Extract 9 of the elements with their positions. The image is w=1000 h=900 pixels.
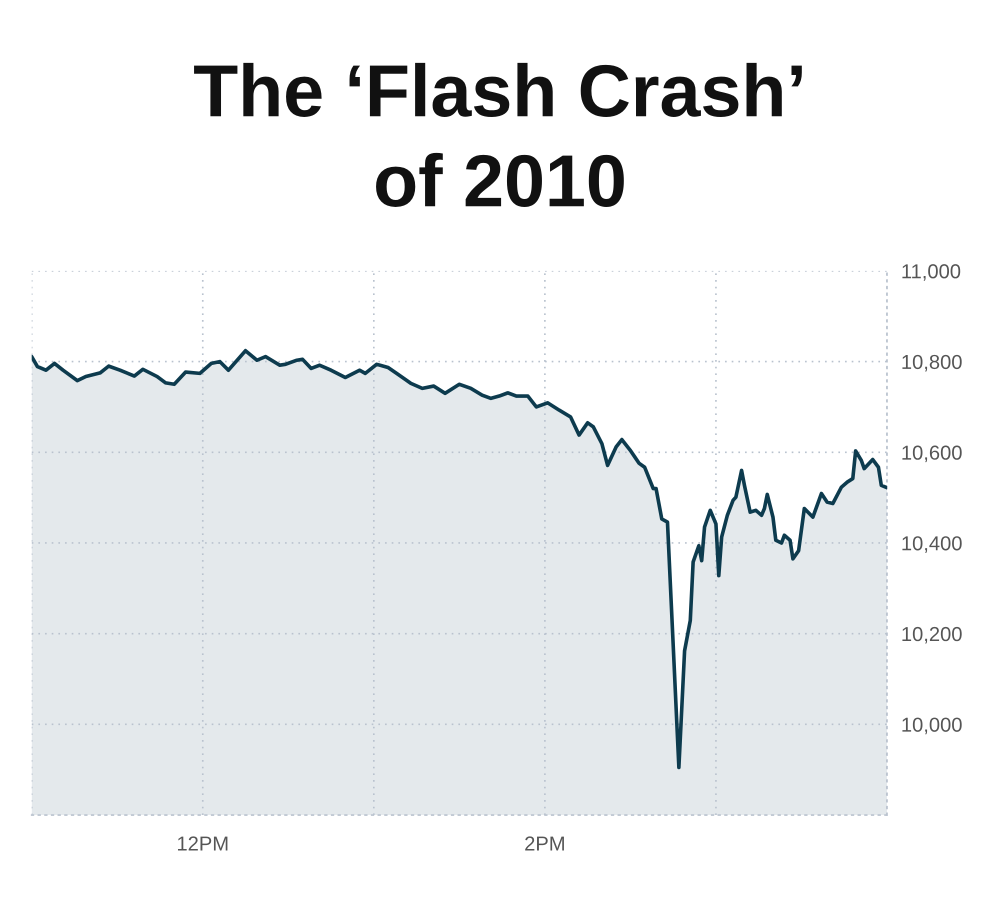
y-tick-label: 10,200 bbox=[902, 626, 962, 644]
chart-title: The ‘Flash Crash’ of 2010 bbox=[194, 62, 802, 207]
y-tick-label: 11,000 bbox=[902, 264, 960, 281]
y-tick-label: 10,400 bbox=[902, 536, 962, 553]
y-tick-label: 10,600 bbox=[902, 446, 962, 462]
y-tick-label: 10,000 bbox=[902, 718, 962, 734]
y-tick-label: 10,800 bbox=[902, 354, 962, 372]
x-tick-label: 2PM bbox=[525, 836, 564, 850]
x-tick-label: 12PM bbox=[178, 836, 228, 850]
